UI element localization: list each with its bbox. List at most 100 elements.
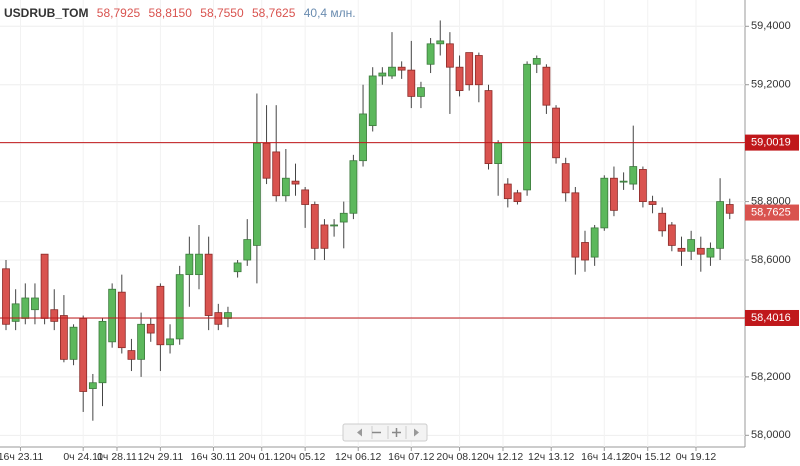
x-tick-label: 16ч 14.12	[581, 451, 628, 463]
nav-right[interactable]	[414, 428, 419, 437]
candle-body	[706, 247, 715, 258]
symbol: USDRUB_TOM	[4, 6, 89, 20]
candle-body	[426, 43, 435, 65]
x-tick-label: 20ч 01.12	[239, 451, 286, 463]
high-price: 58,8150	[148, 6, 192, 20]
candle-body	[368, 75, 377, 127]
candle-body	[301, 189, 310, 205]
level-label-bg	[745, 309, 799, 326]
candle-body	[195, 253, 203, 276]
candle-body	[445, 43, 454, 68]
candle-body	[137, 323, 146, 360]
nav-bar	[342, 423, 428, 442]
x-tick-label: 0ч 28.11	[97, 451, 137, 463]
candle-body	[571, 192, 580, 258]
candle-body	[725, 204, 734, 214]
candle-body	[127, 350, 136, 360]
last-price-bg	[745, 204, 799, 221]
candle-body	[610, 177, 618, 211]
candle-body	[590, 227, 599, 258]
candle-body	[639, 169, 647, 202]
candle-body	[561, 163, 570, 194]
volume: 40,4 млн.	[303, 6, 356, 20]
y-tick-label: 59,4000	[751, 20, 791, 32]
candle-body	[60, 315, 68, 360]
candle-body	[581, 242, 589, 261]
candle-body	[330, 224, 339, 227]
candle-body	[310, 204, 319, 249]
candle-body	[407, 69, 416, 97]
candle-body	[677, 247, 686, 252]
x-tick-label: 16ч 30.11	[191, 451, 237, 463]
x-tick-label: 0ч 05.12	[285, 451, 326, 463]
candle-body	[648, 201, 657, 205]
x-tick-label: 16ч 23.11	[0, 451, 43, 463]
candle-body	[69, 326, 78, 360]
y-tick-label: 58,0000	[751, 429, 791, 441]
candle-body	[532, 58, 541, 65]
candle-body	[349, 160, 358, 214]
candle-body	[397, 66, 406, 71]
level-label: 59,0019	[751, 137, 791, 149]
candle-body	[687, 239, 696, 252]
candle-body	[552, 107, 560, 159]
candle-body	[272, 151, 281, 197]
candle-body	[503, 183, 512, 200]
y-tick-label: 59,2000	[751, 79, 791, 91]
candle-body	[523, 63, 531, 191]
candle-body	[484, 90, 493, 165]
candle-body	[716, 201, 724, 249]
candle-body	[185, 253, 194, 276]
candle-body	[455, 66, 464, 91]
candle-body	[465, 52, 474, 86]
nav-zoom-in[interactable]	[392, 428, 401, 437]
candle-body	[291, 180, 300, 185]
candle-body	[281, 177, 290, 197]
y-tick-label: 58,6000	[751, 254, 791, 266]
candle-body	[378, 72, 387, 77]
low-price: 58,7550	[200, 6, 244, 20]
x-tick-label: 12ч 06.12	[335, 451, 382, 463]
candle-body	[117, 291, 126, 349]
x-tick-label: 20ч 15.12	[625, 451, 672, 463]
x-tick-label: 12ч 13.12	[528, 451, 575, 463]
candle-body	[600, 177, 609, 229]
candle-body	[436, 40, 445, 45]
header: USDRUB_TOM 58,7925 58,8150 58,7550 58,76…	[4, 6, 361, 20]
candle-body	[31, 297, 39, 311]
candle-body	[50, 309, 59, 322]
candle-body	[108, 288, 117, 343]
candle-body	[88, 382, 97, 389]
candle-body	[629, 166, 638, 185]
candle-body	[417, 87, 425, 97]
candle-body	[204, 253, 213, 316]
candle-body	[166, 338, 174, 346]
candle-body	[233, 262, 242, 273]
x-tick-label: 20ч 08.12	[436, 451, 483, 463]
candle-body	[696, 247, 705, 255]
candle-body	[494, 142, 503, 165]
candle-body	[11, 303, 20, 322]
y-tick-label: 58,8000	[751, 195, 791, 207]
plot-area	[0, 0, 745, 447]
candle-body	[252, 142, 261, 246]
open-price: 58,7925	[96, 6, 141, 20]
candle-body	[146, 323, 155, 334]
candle-body	[667, 224, 676, 246]
candle-body	[156, 285, 165, 346]
candle-body	[320, 224, 329, 249]
candle-body	[243, 239, 252, 261]
last-price-label: 58,7625	[751, 206, 791, 218]
x-tick-label: 0ч 24.11	[63, 451, 103, 463]
nav-left[interactable]	[357, 428, 362, 437]
candle-body	[542, 66, 551, 106]
candle-body	[359, 113, 367, 162]
candle-body	[388, 66, 396, 77]
candle-body	[619, 180, 628, 183]
candle-body	[513, 192, 522, 202]
candle-body	[658, 212, 667, 232]
y-tick-label: 58,2000	[751, 371, 791, 383]
x-tick-label: 12ч 29.11	[138, 451, 184, 463]
